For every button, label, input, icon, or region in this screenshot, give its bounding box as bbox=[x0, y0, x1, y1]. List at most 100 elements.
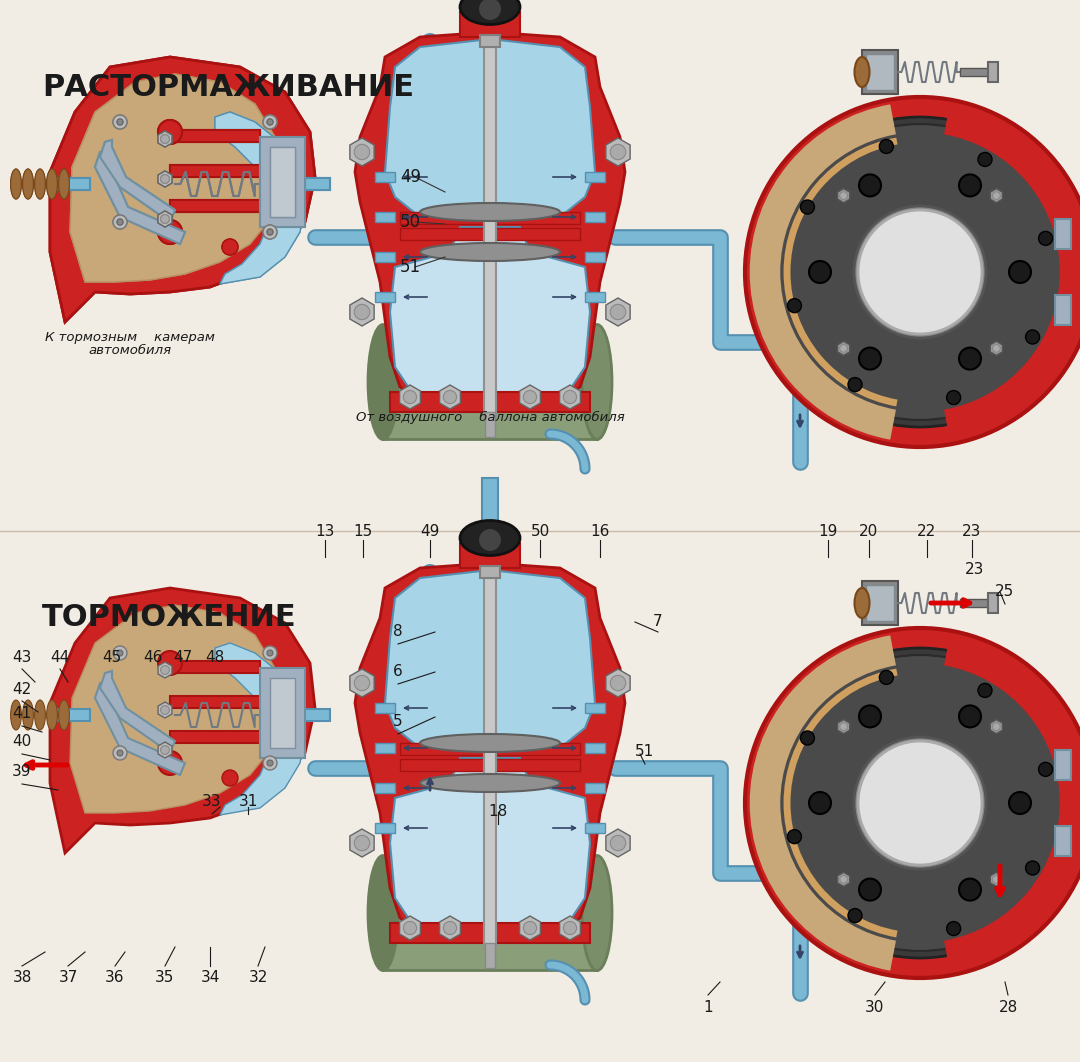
Text: 36: 36 bbox=[105, 971, 125, 986]
Circle shape bbox=[161, 666, 170, 674]
Polygon shape bbox=[215, 112, 305, 284]
Circle shape bbox=[444, 391, 457, 404]
Circle shape bbox=[765, 117, 1075, 427]
Circle shape bbox=[610, 675, 625, 690]
Text: 49: 49 bbox=[400, 168, 421, 186]
Ellipse shape bbox=[35, 169, 45, 199]
Bar bbox=[585, 823, 605, 833]
Text: 44: 44 bbox=[51, 650, 69, 665]
Circle shape bbox=[959, 174, 981, 196]
Text: 23: 23 bbox=[962, 525, 982, 539]
Polygon shape bbox=[95, 150, 185, 244]
Polygon shape bbox=[350, 829, 374, 857]
Polygon shape bbox=[158, 662, 172, 678]
Text: 19: 19 bbox=[819, 525, 838, 539]
Bar bbox=[375, 172, 395, 182]
Ellipse shape bbox=[58, 169, 69, 199]
Text: 13: 13 bbox=[315, 525, 335, 539]
Bar bbox=[1055, 826, 1071, 856]
Circle shape bbox=[222, 239, 238, 255]
Text: 38: 38 bbox=[12, 971, 31, 986]
Circle shape bbox=[1039, 763, 1053, 776]
Circle shape bbox=[117, 650, 123, 656]
Bar bbox=[460, 543, 519, 568]
Circle shape bbox=[354, 675, 369, 690]
Circle shape bbox=[524, 391, 537, 404]
Bar bbox=[260, 668, 305, 758]
Bar bbox=[170, 661, 260, 673]
Text: 1: 1 bbox=[703, 999, 713, 1014]
Polygon shape bbox=[606, 298, 630, 326]
Bar bbox=[375, 212, 395, 222]
Bar bbox=[375, 783, 395, 793]
Polygon shape bbox=[350, 298, 374, 326]
Ellipse shape bbox=[46, 700, 57, 730]
Ellipse shape bbox=[854, 588, 869, 618]
Polygon shape bbox=[440, 917, 460, 940]
Circle shape bbox=[354, 144, 369, 159]
Circle shape bbox=[610, 836, 625, 851]
Circle shape bbox=[993, 344, 1000, 353]
Text: 8: 8 bbox=[393, 624, 403, 639]
Text: 22: 22 bbox=[917, 525, 936, 539]
Bar bbox=[485, 943, 495, 967]
Text: 45: 45 bbox=[103, 650, 122, 665]
Polygon shape bbox=[440, 386, 460, 409]
Ellipse shape bbox=[23, 169, 33, 199]
Bar bbox=[375, 743, 395, 753]
Bar bbox=[270, 147, 295, 217]
Circle shape bbox=[264, 225, 276, 239]
Bar bbox=[291, 709, 330, 721]
Text: 35: 35 bbox=[156, 971, 175, 986]
Bar bbox=[50, 178, 90, 190]
Text: 15: 15 bbox=[353, 525, 373, 539]
Bar bbox=[480, 566, 500, 578]
Bar bbox=[960, 68, 990, 76]
Polygon shape bbox=[400, 917, 420, 940]
Bar bbox=[291, 178, 330, 190]
Polygon shape bbox=[838, 189, 850, 203]
Polygon shape bbox=[606, 138, 630, 166]
Circle shape bbox=[113, 215, 127, 229]
Ellipse shape bbox=[460, 520, 519, 555]
Circle shape bbox=[264, 115, 276, 129]
Bar bbox=[585, 172, 605, 182]
Bar bbox=[585, 252, 605, 262]
Polygon shape bbox=[158, 211, 172, 227]
Bar bbox=[390, 392, 590, 412]
Circle shape bbox=[117, 750, 123, 756]
Circle shape bbox=[117, 219, 123, 225]
Circle shape bbox=[478, 0, 502, 21]
Circle shape bbox=[161, 174, 170, 184]
Polygon shape bbox=[838, 720, 850, 734]
Polygon shape bbox=[215, 112, 305, 284]
Polygon shape bbox=[990, 341, 1002, 356]
Text: 40: 40 bbox=[12, 735, 31, 750]
Ellipse shape bbox=[23, 700, 33, 730]
Bar bbox=[585, 292, 605, 302]
Text: 42: 42 bbox=[12, 682, 31, 697]
Ellipse shape bbox=[582, 856, 612, 971]
Ellipse shape bbox=[420, 243, 561, 261]
Polygon shape bbox=[95, 150, 185, 244]
Circle shape bbox=[404, 922, 417, 935]
Bar bbox=[988, 62, 998, 82]
Bar bbox=[50, 709, 90, 721]
Circle shape bbox=[117, 119, 123, 125]
Circle shape bbox=[117, 219, 123, 225]
Polygon shape bbox=[100, 671, 175, 753]
Text: 18: 18 bbox=[488, 805, 508, 820]
Circle shape bbox=[264, 646, 276, 660]
Circle shape bbox=[222, 239, 238, 255]
Polygon shape bbox=[158, 131, 172, 147]
Circle shape bbox=[993, 723, 1000, 731]
Circle shape bbox=[879, 139, 893, 153]
Text: 51: 51 bbox=[400, 258, 421, 276]
Circle shape bbox=[610, 305, 625, 320]
Circle shape bbox=[161, 135, 170, 143]
Bar bbox=[170, 200, 260, 212]
Bar bbox=[260, 137, 305, 227]
Text: 5: 5 bbox=[393, 715, 403, 730]
Circle shape bbox=[267, 119, 273, 125]
Text: 23: 23 bbox=[966, 562, 985, 577]
